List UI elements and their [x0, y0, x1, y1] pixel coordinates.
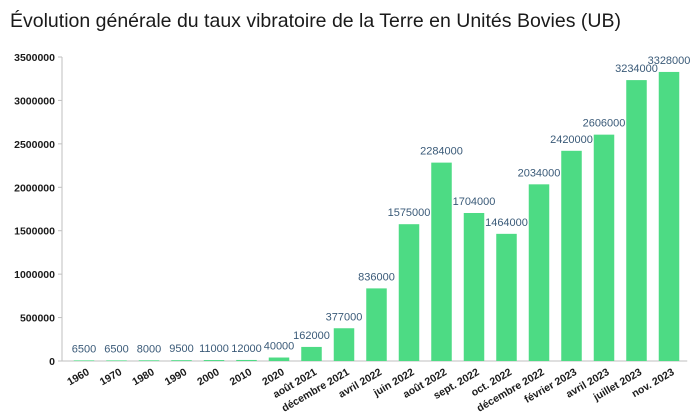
bar: [203, 360, 225, 361]
x-tick-label: 1970: [98, 366, 124, 388]
data-label: 2606000: [583, 118, 626, 130]
y-tick-label: 2000000: [14, 182, 55, 194]
chart-title: Évolution générale du taux vibratoire de…: [10, 10, 621, 32]
bar: [528, 184, 550, 361]
data-label: 836000: [358, 271, 395, 283]
x-tick-label: 1980: [130, 366, 156, 388]
bar: [593, 134, 615, 361]
bar: [171, 360, 192, 361]
x-tick-label: 1960: [65, 366, 91, 388]
y-tick-label: 500000: [20, 313, 55, 325]
y-tick-label: 2500000: [14, 139, 55, 151]
bar: [366, 288, 387, 361]
bar: [73, 360, 95, 361]
bar: [496, 233, 517, 361]
data-label: 3234000: [615, 63, 658, 75]
y-tick-label: 1000000: [14, 269, 55, 281]
data-label: 8000: [137, 343, 161, 355]
data-label: 6500: [104, 343, 128, 355]
bar: [301, 346, 322, 361]
y-tick-label: 1500000: [14, 226, 55, 238]
data-label: 162000: [293, 330, 330, 342]
data-label: 2420000: [550, 134, 593, 146]
bar: [333, 328, 355, 361]
data-label: 377000: [326, 311, 363, 323]
bar: [561, 150, 582, 361]
bar: [658, 71, 680, 362]
data-label: 6500: [72, 343, 96, 355]
data-label: 1704000: [453, 196, 496, 208]
data-label: 2034000: [518, 167, 561, 179]
bar: [106, 360, 127, 361]
bar: [431, 162, 452, 361]
bar: [236, 359, 257, 361]
data-label: 11000: [199, 343, 229, 355]
data-label: 3328000: [648, 55, 691, 67]
bar: [463, 212, 485, 361]
x-tick-label: 2010: [228, 366, 254, 388]
data-label: 1464000: [485, 217, 528, 229]
y-tick-label: 3500000: [14, 52, 55, 64]
x-tick-label: 1990: [163, 366, 189, 388]
data-label: 1575000: [388, 207, 431, 219]
data-label: 40000: [264, 341, 295, 353]
data-label: 9500: [169, 343, 193, 355]
x-tick-label: 2000: [195, 366, 221, 388]
data-label: 2284000: [420, 146, 463, 158]
bar: [626, 80, 647, 361]
bar: [268, 357, 290, 361]
y-tick-label: 3000000: [14, 95, 55, 107]
data-label: 12000: [231, 343, 262, 355]
y-tick-label: 0: [49, 356, 55, 368]
bar: [398, 224, 420, 361]
bar: [138, 360, 160, 361]
